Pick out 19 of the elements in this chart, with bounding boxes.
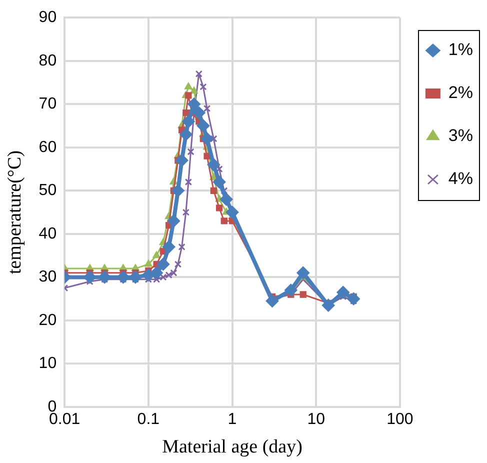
y-tick-label: 60 [38, 138, 57, 156]
legend-label: 4% [448, 169, 474, 188]
y-tick-label: 30 [38, 268, 57, 286]
x-tick-label: 1 [228, 411, 237, 428]
y-tick-label: 90 [38, 9, 57, 26]
x-axis-title: Material age (day) [162, 436, 302, 458]
y-tick-label: 40 [38, 225, 57, 242]
x-tick-label: 0.1 [137, 411, 160, 428]
legend-label: 2% [448, 83, 474, 102]
legend-label: 3% [448, 126, 474, 146]
y-tick-label: 10 [38, 355, 57, 372]
y-tick-label: 50 [38, 182, 57, 200]
y-tick-label: 70 [38, 96, 57, 113]
y-tick-label: 20 [38, 312, 57, 329]
legend-label: 1% [448, 40, 474, 60]
x-tick-label: 10 [307, 411, 326, 428]
y-tick-label: 80 [38, 52, 57, 70]
x-tick-label: 100 [386, 411, 414, 428]
y-axis-title: temperature(°C) [4, 150, 26, 274]
